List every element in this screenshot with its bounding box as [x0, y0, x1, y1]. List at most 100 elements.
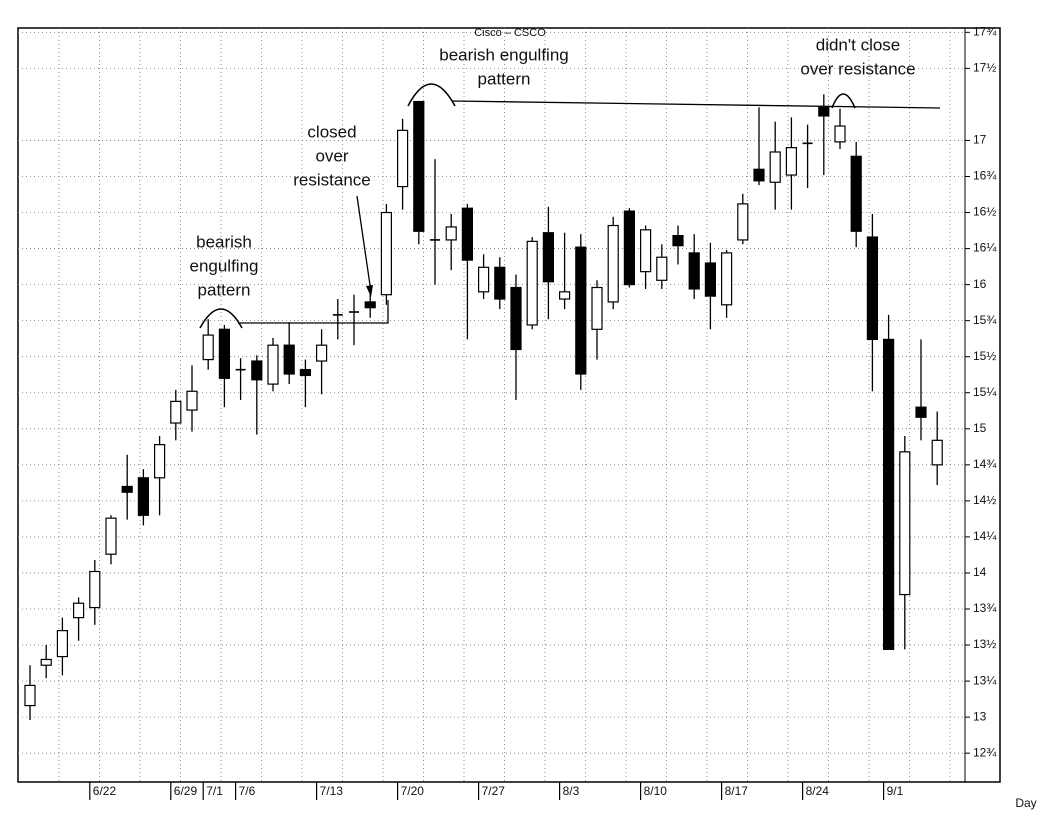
- candle-body: [380, 211, 392, 296]
- annotation: pattern: [478, 69, 531, 88]
- x-tick-label: 7/20: [401, 784, 425, 798]
- candle-body: [251, 360, 263, 381]
- x-tick-label: 6/29: [174, 784, 198, 798]
- candle-body: [931, 439, 943, 466]
- x-tick-label: 8/10: [644, 784, 668, 798]
- x-tick-label: 6/22: [93, 784, 117, 798]
- y-tick-label: 15: [973, 421, 987, 435]
- x-tick-label: 7/6: [239, 784, 256, 798]
- candle-body: [623, 210, 636, 286]
- candle-body: [834, 125, 846, 143]
- candle-body: [40, 658, 52, 666]
- y-tick-label: 13: [973, 709, 987, 723]
- candle-body: [899, 451, 911, 596]
- candle-body: [154, 444, 166, 479]
- candle-body: [704, 262, 717, 297]
- candle-body: [607, 224, 619, 303]
- candle-body: [737, 203, 749, 241]
- pattern-arc: [199, 308, 243, 329]
- x-tick-label: 8/24: [806, 784, 830, 798]
- candle-body: [753, 168, 765, 182]
- arrow: [356, 195, 372, 293]
- candle-body: [170, 400, 182, 424]
- candle-body: [397, 129, 409, 188]
- candle-body: [478, 266, 490, 293]
- y-tick-label: 13¼: [973, 673, 997, 687]
- candle-body: [316, 344, 328, 362]
- annotation: didn't close: [816, 35, 901, 54]
- candle-body: [558, 291, 571, 300]
- candle-body: [186, 390, 198, 411]
- y-tick-label: 17½: [973, 61, 996, 75]
- x-tick-label: 8/17: [725, 784, 749, 798]
- candle-body: [267, 344, 279, 385]
- candle-body: [137, 477, 149, 516]
- annotation: bearish: [196, 232, 252, 251]
- y-tick-label: 15½: [973, 349, 996, 363]
- candle-body: [299, 369, 311, 377]
- candle-body: [672, 235, 684, 247]
- candle-body: [510, 286, 522, 351]
- x-tick-label: 7/13: [320, 784, 344, 798]
- y-tick-label: 17: [973, 133, 987, 147]
- y-tick-label: 12¾: [973, 745, 997, 759]
- candle-body: [882, 338, 895, 650]
- candle-body: [866, 236, 879, 341]
- candle-body: [526, 240, 538, 326]
- y-tick-label: 16: [973, 277, 987, 291]
- candle-body: [494, 266, 506, 300]
- candle-body: [542, 232, 555, 283]
- candle-body: [72, 602, 85, 619]
- candle-body: [283, 344, 295, 375]
- candle-body: [413, 100, 425, 232]
- candle-body: [591, 286, 603, 330]
- candle-body: [850, 155, 862, 232]
- x-tick-label: 7/1: [206, 784, 223, 798]
- annotation: engulfing: [189, 256, 258, 275]
- y-tick-label: 13¾: [973, 601, 997, 615]
- y-tick-label: 16¼: [973, 241, 997, 255]
- candle-body: [818, 106, 830, 117]
- y-tick-label: 13½: [973, 637, 996, 651]
- annotation: closed: [307, 122, 356, 141]
- arrow-head: [366, 285, 373, 297]
- candle-body: [121, 485, 133, 493]
- candle-body: [575, 246, 587, 375]
- candle-body: [56, 630, 69, 658]
- candle-body: [769, 151, 781, 183]
- candle-body: [89, 570, 101, 609]
- y-tick-label: 14: [973, 565, 987, 579]
- candle-body: [720, 252, 733, 306]
- y-tick-label: 14¾: [973, 457, 997, 471]
- x-axis-label: Day: [1015, 796, 1036, 810]
- annotation: over: [315, 146, 348, 165]
- candle-body: [461, 207, 473, 261]
- x-tick-label: 9/1: [887, 784, 904, 798]
- plot-frame: [17, 27, 1001, 783]
- candle-body: [364, 301, 376, 309]
- candle-body: [445, 226, 457, 241]
- annotation: pattern: [198, 280, 251, 299]
- annotation: bearish engulfing: [439, 45, 568, 64]
- resistance-line: [238, 300, 389, 324]
- candle-body: [218, 328, 230, 379]
- candle-body: [202, 334, 214, 361]
- y-tick-label: 15¾: [973, 313, 997, 327]
- x-tick-label: 8/3: [563, 784, 580, 798]
- annotation: resistance: [293, 170, 370, 189]
- grid: [18, 28, 970, 782]
- pattern-arc: [407, 83, 456, 107]
- y-tick-label: 16¾: [973, 169, 997, 183]
- candle-body: [639, 229, 652, 273]
- candle-body: [24, 684, 36, 707]
- candle-body: [656, 256, 668, 281]
- candle-body: [915, 406, 927, 418]
- y-tick-label: 14½: [973, 493, 996, 507]
- y-tick-label: 17¾: [973, 24, 997, 38]
- chart-title: Cisco – CSCO: [474, 27, 546, 39]
- annotation: over resistance: [800, 59, 915, 78]
- candle-body: [785, 147, 798, 176]
- y-tick-label: 16½: [973, 205, 996, 219]
- candle-body: [688, 252, 700, 290]
